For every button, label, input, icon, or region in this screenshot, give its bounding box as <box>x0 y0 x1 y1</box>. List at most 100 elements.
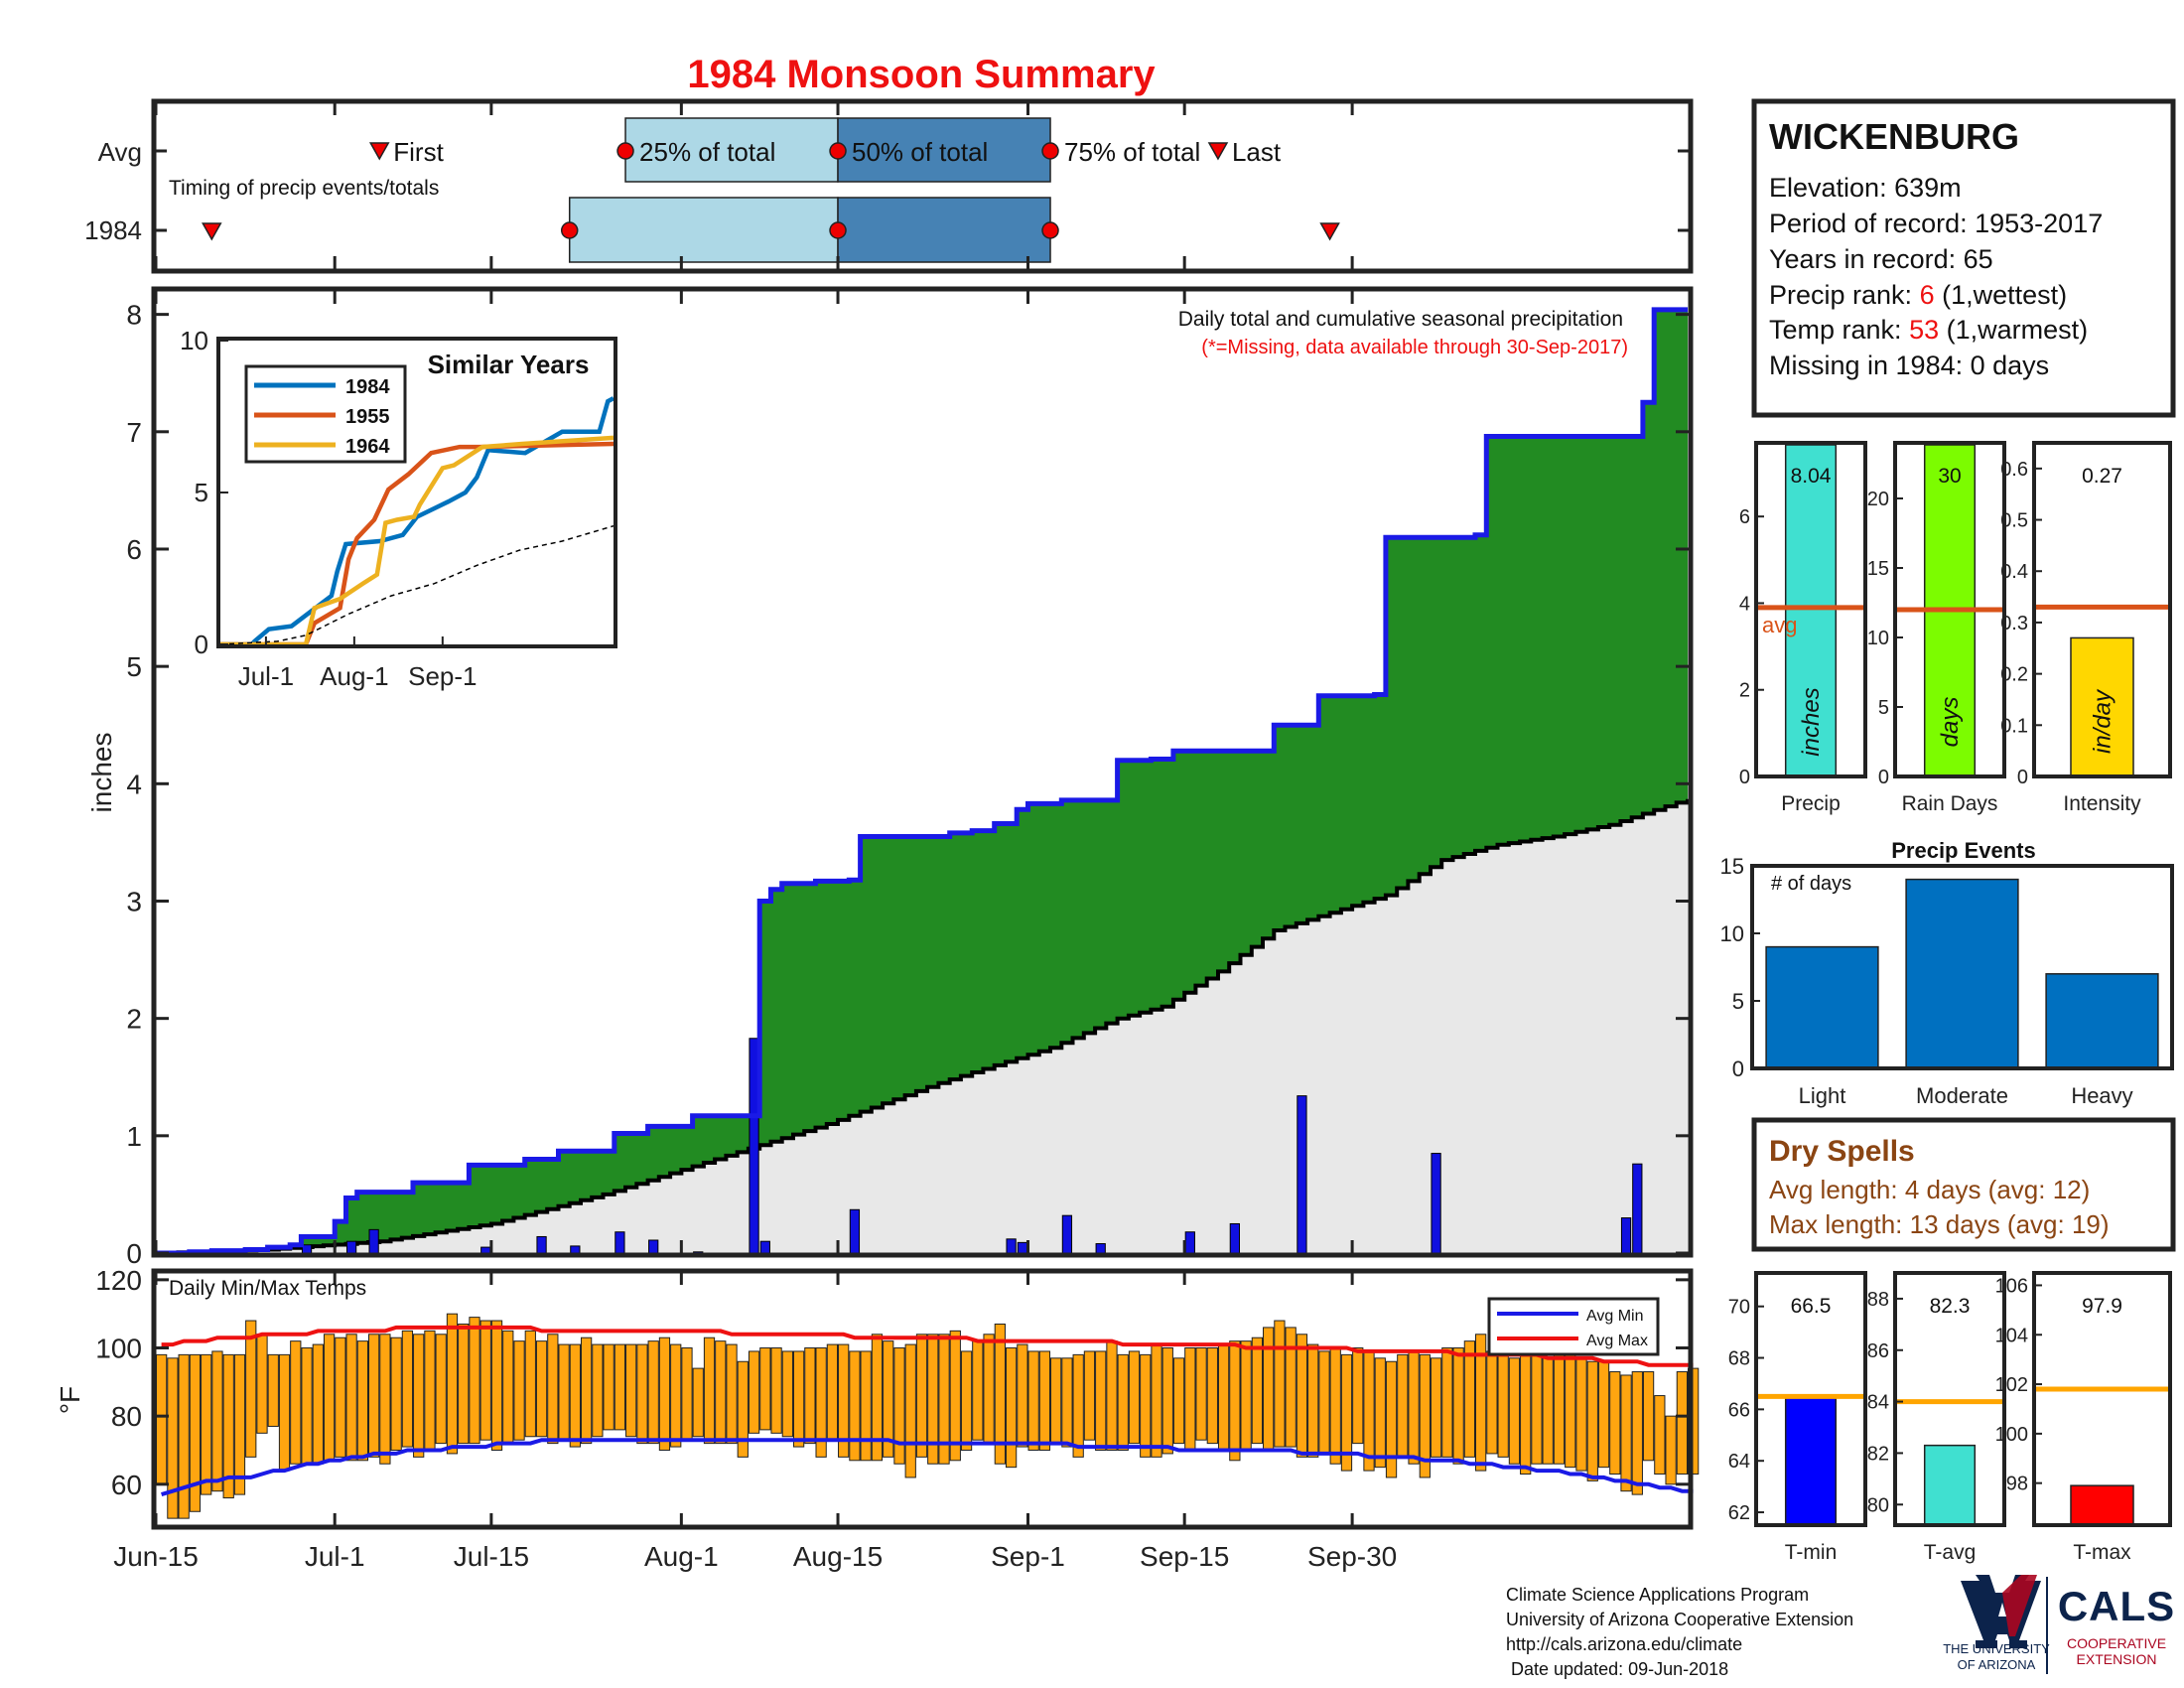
dry-spells-box: Dry Spells Avg length: 4 days (avg: 12) … <box>1751 1117 2176 1252</box>
tavg-value: 82.3 <box>1930 1295 1971 1318</box>
tavg-ytick-label-4: 88 <box>1867 1289 1889 1311</box>
tmax-frame <box>2032 1271 2172 1527</box>
timing-row-year-label: 1984 <box>84 215 142 245</box>
inset-ytick-label-1: 5 <box>195 478 208 507</box>
tmax-ytick-label-3: 104 <box>1995 1325 2028 1346</box>
temp-bar-119 <box>1486 1350 1498 1455</box>
temp-bar-18 <box>356 1340 368 1462</box>
temp-bar-130 <box>1609 1371 1621 1476</box>
temp-bar-47 <box>681 1347 693 1441</box>
daily-precip-bar-18 <box>1297 1095 1307 1254</box>
tmax-ytick-label-0: 98 <box>2006 1474 2028 1495</box>
tmax-label: T-max <box>2073 1541 2131 1564</box>
temp-bar-115 <box>1441 1347 1453 1458</box>
temp-bar-26 <box>446 1313 459 1455</box>
temps-legend-min: Avg Min <box>1586 1308 1644 1325</box>
temp-bar-45 <box>658 1336 671 1451</box>
events-title: Precip Events <box>1891 838 2036 863</box>
temp-bar-5 <box>211 1350 223 1492</box>
daily-precip-bar-6 <box>614 1231 625 1254</box>
temp-bar-116 <box>1452 1347 1464 1465</box>
tmax-ytick-label-4: 106 <box>1995 1275 2028 1297</box>
intensity-ytick-label-5: 0.5 <box>2000 510 2028 532</box>
temp-bar-1 <box>167 1357 179 1519</box>
temp-bar-134 <box>1654 1395 1666 1476</box>
inset-legend-1964: 1964 <box>345 436 390 458</box>
main-ytick-label-5: 5 <box>126 651 142 682</box>
temp-bar-32 <box>513 1340 525 1441</box>
main-note-1: Daily total and cumulative seasonal prec… <box>1178 308 1623 331</box>
tmin-ytick-label-4: 70 <box>1728 1297 1750 1319</box>
temp-bar-66 <box>893 1347 905 1465</box>
events-axes: Light Moderate Heavy 0 5 10 15 <box>1720 854 2133 1108</box>
figure-title: 1984 Monsoon Summary <box>687 53 1156 96</box>
precip-ytick-label-0: 0 <box>1739 767 1750 788</box>
temp-ytick-label-3: 120 <box>95 1265 142 1296</box>
footer-line-4: Date updated: 09-Jun-2018 <box>1506 1659 1728 1679</box>
daily-precip-bar-20 <box>1620 1217 1632 1254</box>
temp-bar-129 <box>1597 1360 1610 1469</box>
intensity-ytick-label-0: 0 <box>2017 767 2028 788</box>
avg-25-marker <box>616 142 634 160</box>
temp-bar-57 <box>792 1350 805 1448</box>
events-category-1: Moderate <box>1916 1083 2008 1108</box>
timing-note: Timing of precip events/totals <box>169 177 439 200</box>
temp-bar-37 <box>569 1343 581 1448</box>
temp-bar-15 <box>323 1334 336 1462</box>
avg-75-label: 75% of total <box>1064 137 1200 167</box>
temp-bar-93 <box>1195 1347 1207 1441</box>
xtick-label-4: Aug-15 <box>793 1541 883 1572</box>
temp-bar-74 <box>983 1334 995 1445</box>
temp-bar-82 <box>1072 1353 1084 1458</box>
temp-bar-80 <box>1050 1357 1062 1445</box>
temp-bar-61 <box>838 1343 850 1458</box>
inset-plot <box>219 396 615 647</box>
precip-frame <box>1754 441 1867 778</box>
inset-xtick-label-1: Aug-1 <box>320 661 388 691</box>
main-ytick-label-6: 6 <box>126 534 142 565</box>
temp-plot-area <box>156 1313 1700 1519</box>
tmin-ytick-label-0: 62 <box>1728 1502 1750 1524</box>
temp-bar-43 <box>636 1343 648 1445</box>
main-ytick-label-7: 7 <box>126 417 142 448</box>
temp-bar-108 <box>1363 1350 1375 1472</box>
xtick-label-1: Jul-1 <box>305 1541 365 1572</box>
temp-bar-83 <box>1083 1350 1096 1441</box>
events-frame <box>1750 864 2174 1070</box>
temp-bar-4 <box>201 1353 212 1495</box>
raindays-frame <box>1893 441 2006 778</box>
daily-precip-bar-1 <box>345 1240 357 1254</box>
intensity-frame <box>2032 441 2172 778</box>
daily-precip-bar-17 <box>1229 1222 1240 1254</box>
inset-title: Similar Years <box>428 350 590 379</box>
xtick-label-5: Sep-1 <box>991 1541 1065 1572</box>
temp-bar-16 <box>335 1336 346 1458</box>
events-ytick-label-2: 10 <box>1720 921 1744 946</box>
precip-rank-label: Precip rank: <box>1769 280 1920 310</box>
temp-bar-100 <box>1274 1320 1286 1448</box>
temp-bar-31 <box>502 1330 514 1445</box>
tmin-value: 66.5 <box>1791 1295 1832 1318</box>
events-category-0: Light <box>1799 1083 1846 1108</box>
temp-bar-128 <box>1586 1360 1598 1481</box>
temp-bar-106 <box>1340 1353 1353 1472</box>
coop-line-2: EXTENSION <box>2077 1651 2157 1667</box>
temp-bar-64 <box>871 1334 884 1462</box>
raindays-panel: 0 5 10 15 20 30 Rain Days days <box>1867 441 2006 815</box>
tmin-ytick-label-2: 66 <box>1728 1399 1750 1421</box>
summary-bar-panels: 0 2 4 6 8.04 Precip inches avg 0 5 10 15 20 30 Rain Da… <box>1739 441 2172 815</box>
footer-line-1: Climate Science Applications Program <box>1506 1585 1809 1605</box>
dry-spells-avg: Avg length: 4 days (avg: 12) <box>1769 1175 2090 1204</box>
events-ytick-label-0: 0 <box>1732 1056 1744 1081</box>
events-plot <box>1765 878 2159 1069</box>
temp-bar-133 <box>1642 1371 1655 1462</box>
daily-precip-bar-15 <box>1095 1243 1106 1254</box>
avg-max-line <box>161 1325 1694 1367</box>
raindays-ytick-label-1: 5 <box>1878 697 1889 719</box>
station-name: WICKENBURG <box>1769 116 2019 157</box>
dry-spells-frame <box>1751 1117 2176 1252</box>
temp-bar-79 <box>1038 1350 1051 1451</box>
precip-ytick-label-3: 6 <box>1739 506 1750 528</box>
main-axes: 0 1 2 3 4 5 6 7 8 <box>126 291 1691 1269</box>
inset-legend-1955: 1955 <box>345 406 390 428</box>
